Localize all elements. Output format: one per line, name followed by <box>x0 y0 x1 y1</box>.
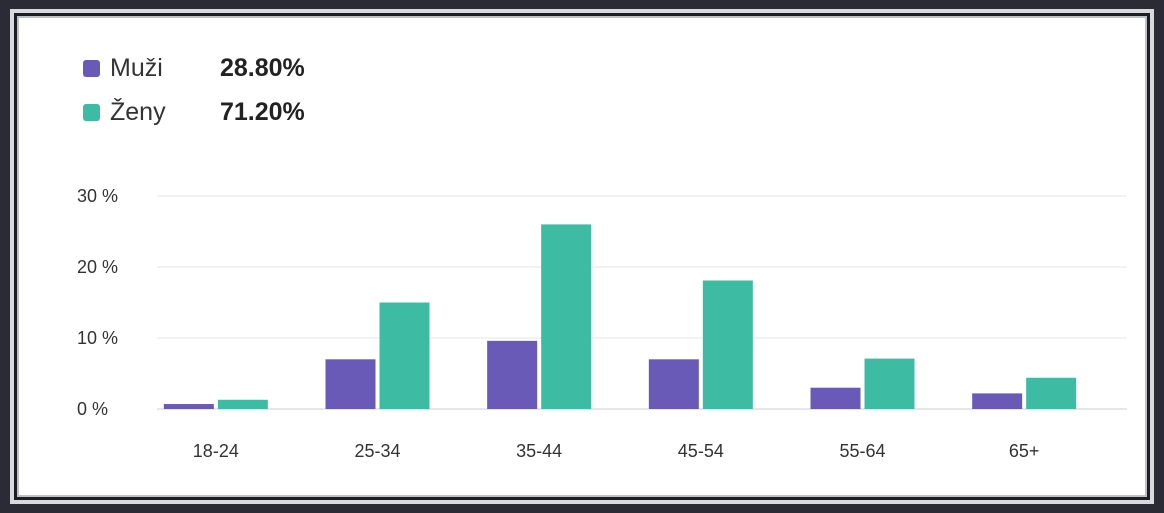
x-tick-label: 65+ <box>1009 441 1040 461</box>
legend-label-men: Muži <box>110 53 163 82</box>
legend-swatch-men <box>83 59 100 77</box>
legend-value-women: 71.20% <box>220 97 305 126</box>
legend: Muži 28.80% Ženy 71.20% <box>83 46 305 134</box>
bar-women <box>541 224 592 409</box>
bar-men <box>163 404 214 409</box>
x-tick-label: 25-34 <box>354 441 400 461</box>
legend-value-men: 28.80% <box>220 53 305 82</box>
bar-chart: 0 % 10 % 20 % 30 % 18-24 25-34 35-44 45-54 55-64… <box>77 186 1127 461</box>
y-tick-label: 0 % <box>77 399 108 419</box>
legend-label-women: Ženy <box>110 97 166 126</box>
bar-women <box>217 399 268 409</box>
frame-mat: Muži 28.80% Ženy 71.20% 0 % 10 % 20 % 30 % 1… <box>10 9 1154 504</box>
y-tick-label: 30 % <box>77 186 118 206</box>
bar-women <box>702 280 753 409</box>
bar-women <box>864 358 915 409</box>
chart-panel: Muži 28.80% Ženy 71.20% 0 % 10 % 20 % 30 % 1… <box>14 13 1150 500</box>
y-tick-label: 10 % <box>77 328 118 348</box>
bar-women <box>379 302 430 409</box>
legend-swatch-women <box>83 103 100 121</box>
bar-men <box>648 359 699 409</box>
bar-men <box>325 359 376 409</box>
legend-item-women: Ženy 71.20% <box>83 90 305 134</box>
bar-men <box>810 387 861 409</box>
x-tick-label: 18-24 <box>193 441 239 461</box>
legend-item-men: Muži 28.80% <box>83 46 305 90</box>
x-tick-label: 35-44 <box>516 441 562 461</box>
y-tick-label: 20 % <box>77 257 118 277</box>
x-tick-label: 55-64 <box>839 441 885 461</box>
bar-women <box>1026 377 1077 409</box>
bar-men <box>972 393 1023 409</box>
bar-men <box>487 340 538 409</box>
x-tick-label: 45-54 <box>678 441 724 461</box>
